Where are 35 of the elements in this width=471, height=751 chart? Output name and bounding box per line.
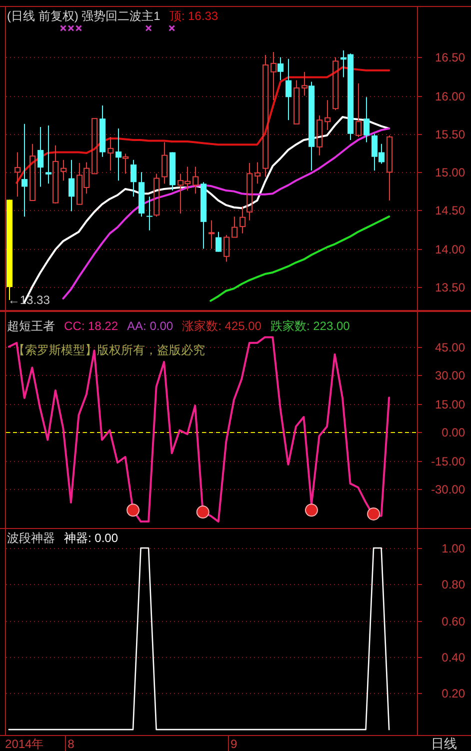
chart-title: (日线 前复权) 强势回二波主1	[7, 9, 161, 23]
y-tick-label: 0.00	[442, 426, 466, 440]
y-tick-label: 16.50	[434, 50, 466, 64]
y-tick-label: 0.60	[442, 614, 466, 628]
chart-title: 波段神器	[7, 531, 55, 545]
y-tick-label: 15.00	[434, 166, 466, 180]
y-tick-label: 30.00	[434, 368, 466, 382]
x-tick-label: 2014年	[5, 737, 44, 751]
x-tick-label: 8	[68, 737, 75, 751]
line-series	[8, 336, 390, 523]
y-tick-label: 0.20	[442, 686, 466, 700]
text: CC: 18.22	[64, 319, 118, 333]
y-tick-label: 45.00	[434, 340, 466, 354]
text: 【索罗斯模型】版权所有，盗版必究	[13, 343, 205, 357]
x-tick-label: 9	[230, 737, 238, 751]
x-axis-title: 日线	[431, 736, 457, 751]
y-tick-label: 14.50	[434, 204, 466, 218]
y-tick-label: 16.00	[434, 90, 466, 104]
series-label: 神器: 0.00	[64, 531, 118, 545]
y-tick-label: 1.00	[442, 542, 466, 556]
y-tick-label: 15.50	[434, 128, 466, 142]
y-tick-label: 15.00	[434, 398, 466, 412]
text: 超短王者	[7, 319, 55, 333]
legend-label: AA: 0.00	[127, 319, 174, 333]
legend-label: 跌家数: 223.00	[270, 319, 350, 333]
y-tick-label: 0.80	[442, 578, 466, 592]
line-series	[16, 66, 390, 184]
y-tick-label: 13.50	[434, 280, 466, 294]
text: 顶: 16.33	[169, 9, 218, 23]
legend-label: 涨家数: 425.00	[182, 319, 262, 333]
line-series	[210, 216, 390, 302]
y-tick-label: 14.00	[434, 242, 466, 256]
y-tick-label: -15.00	[430, 454, 466, 468]
y-tick-label: 0.40	[442, 650, 466, 664]
y-tick-label: -30.00	[430, 482, 466, 496]
